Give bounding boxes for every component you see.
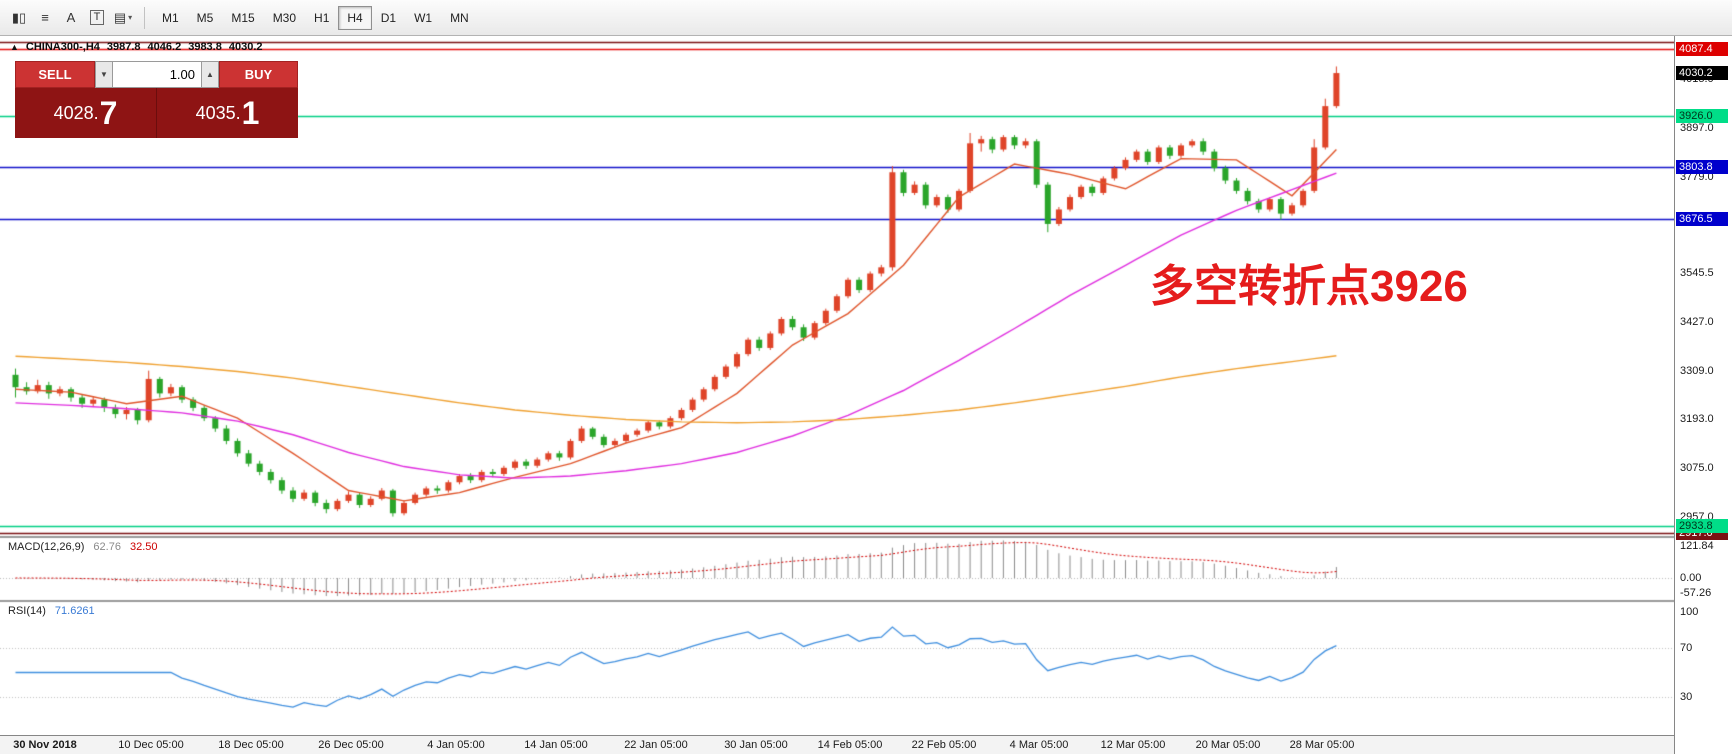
price-level-badge: 3676.5 [1676,212,1728,227]
price-tick: 3075.0 [1680,461,1714,474]
timeframe-h4[interactable]: H4 [338,5,372,30]
price-chart-canvas[interactable] [0,36,1674,754]
candlestick-chart-icon[interactable]: ▮▯ [11,9,27,25]
time-axis-label: 10 Dec 05:00 [118,739,184,751]
price-tick: 3779.0 [1680,170,1714,183]
timeframe-w1[interactable]: W1 [414,10,433,25]
rsi-axis-label: 70 [1680,642,1693,655]
close-value: 4030.2 [228,41,263,53]
chart-header: ▲ CHINA300-,H4 3987.8 4046.2 3983.8 4030… [10,41,263,53]
trade-panel-controls: SELL ▼ ▲ BUY [15,61,298,88]
rsi-axis-label: 30 [1680,690,1693,703]
time-axis-label: 14 Jan 05:00 [524,739,588,751]
macd-signal-value: 32.50 [129,541,158,553]
trade-panel-prices: 4028. 7 4035. 1 [15,88,298,138]
time-axis-label: 12 Mar 05:00 [1100,739,1166,751]
timeframe-mn[interactable]: MN [450,10,469,25]
time-axis-label: 28 Mar 05:00 [1289,739,1355,751]
time-axis-label: 30 Nov 2018 [13,739,77,751]
timeframe-m5[interactable]: M5 [196,10,214,25]
chart-annotation-text: 多空转折点3926 [1150,262,1468,311]
macd-axis-label: -57.26 [1680,587,1712,600]
macd-name: MACD(12,26,9) [8,541,85,553]
price-tick: 3193.0 [1680,413,1714,426]
volume-input[interactable] [113,61,201,88]
symbol-period-label: CHINA300-,H4 [25,41,100,53]
price-level-badge: 4087.4 [1676,42,1728,57]
price-tick: 3309.0 [1680,365,1714,378]
timeframe-m1[interactable]: M1 [162,10,179,25]
volume-decrease-button[interactable]: ▼ [95,61,113,88]
price-level-badge: 3803.8 [1676,159,1728,174]
style-palette-icon[interactable]: ▤ ▾ [113,9,133,25]
indicator-list-icon[interactable]: ≡ [41,10,49,25]
rsi-name: RSI(14) [8,605,46,617]
time-axis-label: 30 Jan 05:00 [724,739,788,751]
price-level-badge: 3926.0 [1676,109,1728,124]
low-value: 3983.8 [188,41,222,53]
open-value: 3987.8 [106,41,141,53]
toolbar-separator [144,6,145,29]
rsi-indicator-label: RSI(14) 71.6261 [8,605,95,617]
sell-price-big-digit: 7 [99,94,118,131]
time-axis[interactable]: 30 Nov 2018 10 Dec 05:00 18 Dec 05:00 26 De… [0,735,1674,754]
macd-axis-label: 0.00 [1680,572,1702,584]
macd-axis-label: 121.84 [1680,540,1714,552]
one-click-trade-panel: SELL ▼ ▲ BUY 4028. 7 4035. 1 [15,61,298,138]
current-price-badge: 4030.2 [1676,65,1728,80]
toolbar: ▮▯ ≡ A T ▤ ▾ M1 M5 M15 M30 H1 H4 D1 W1 MN [0,0,1732,36]
buy-button[interactable]: BUY [219,61,298,88]
buy-price[interactable]: 4035. 1 [157,88,298,138]
timeframe-d1[interactable]: D1 [380,10,397,25]
text-box-icon[interactable]: T [84,6,110,30]
price-tick: 3427.0 [1680,316,1714,329]
time-axis-label: 26 Dec 05:00 [318,739,384,751]
time-axis-label: 4 Jan 05:00 [427,739,485,751]
price-tick: 3545.5 [1680,267,1714,280]
toolbar-icon-group: ▮▯ ≡ A T ▤ ▾ [6,6,136,30]
macd-indicator-label: MACD(12,26,9) 62.76 32.50 [8,541,157,553]
timeframe-m15[interactable]: M15 [231,10,255,25]
timeframe-m30[interactable]: M30 [272,10,297,25]
time-axis-label: 22 Feb 05:00 [911,739,977,751]
instrument-icon: ▲ [10,42,19,52]
volume-increase-button[interactable]: ▲ [201,61,219,88]
sell-price-main: 4028. [53,102,99,123]
buy-price-big-digit: 1 [241,94,260,131]
sell-button[interactable]: SELL [15,61,95,88]
rsi-value: 71.6261 [54,605,95,617]
timeframe-group: M1 M5 M15 M30 H1 H4 D1 W1 MN [153,5,478,30]
rsi-axis-label: 100 [1680,606,1699,618]
price-axis[interactable]: 4015.03897.03779.03545.53427.03309.03193… [1674,36,1732,754]
buy-price-main: 4035. [195,102,241,123]
time-axis-label: 22 Jan 05:00 [624,739,688,751]
price-tick: 3897.0 [1680,122,1714,135]
timeframe-h1[interactable]: H1 [314,10,330,25]
time-axis-label: 14 Feb 05:00 [817,739,883,751]
sell-price[interactable]: 4028. 7 [15,88,157,138]
chart-area: ▲ CHINA300-,H4 3987.8 4046.2 3983.8 4030… [0,36,1732,754]
high-value: 4046.2 [147,41,182,53]
macd-main-value: 62.76 [93,541,121,553]
price-level-badge: 2933.8 [1676,519,1728,534]
dropdown-caret-icon: ▾ [128,13,133,22]
time-axis-label: 20 Mar 05:00 [1195,739,1261,751]
font-label-icon[interactable]: A [66,10,76,25]
time-axis-label: 18 Dec 05:00 [218,739,284,751]
time-axis-label: 4 Mar 05:00 [1009,739,1069,751]
